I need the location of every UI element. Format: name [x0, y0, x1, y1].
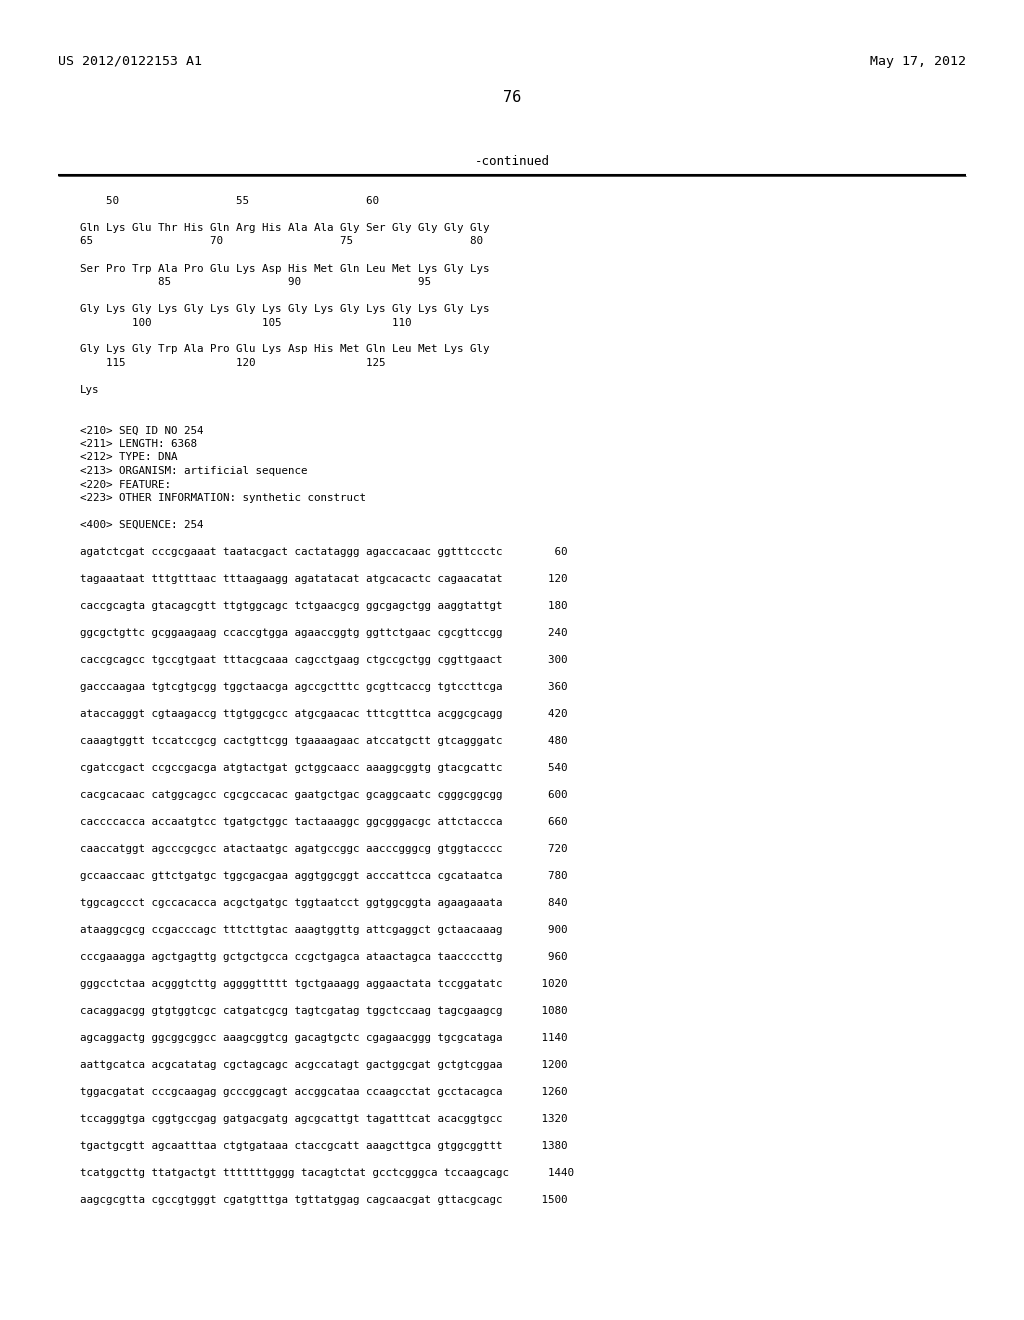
Text: 50                  55                  60: 50 55 60	[80, 195, 379, 206]
Text: 65                  70                  75                  80: 65 70 75 80	[80, 236, 483, 247]
Text: May 17, 2012: May 17, 2012	[870, 55, 966, 69]
Text: <212> TYPE: DNA: <212> TYPE: DNA	[80, 453, 177, 462]
Text: tagaaataat tttgtttaac tttaagaagg agatatacat atgcacactc cagaacatat       120: tagaaataat tttgtttaac tttaagaagg agatata…	[80, 574, 567, 583]
Text: gacccaagaa tgtcgtgcgg tggctaacga agccgctttc gcgttcaccg tgtccttcga       360: gacccaagaa tgtcgtgcgg tggctaacga agccgct…	[80, 682, 567, 692]
Text: <220> FEATURE:: <220> FEATURE:	[80, 479, 171, 490]
Text: cccgaaagga agctgagttg gctgctgcca ccgctgagca ataactagca taaccccttg       960: cccgaaagga agctgagttg gctgctgcca ccgctga…	[80, 952, 567, 962]
Text: ggcgctgttc gcggaagaag ccaccgtgga agaaccggtg ggttctgaac cgcgttccgg       240: ggcgctgttc gcggaagaag ccaccgtgga agaaccg…	[80, 628, 567, 638]
Text: agcaggactg ggcggcggcc aaagcggtcg gacagtgctc cgagaacggg tgcgcataga      1140: agcaggactg ggcggcggcc aaagcggtcg gacagtg…	[80, 1034, 567, 1043]
Text: caccccacca accaatgtcc tgatgctggc tactaaaggc ggcgggacgc attctaccca       660: caccccacca accaatgtcc tgatgctggc tactaaa…	[80, 817, 567, 828]
Text: agatctcgat cccgcgaaat taatacgact cactataggg agaccacaac ggtttccctc        60: agatctcgat cccgcgaaat taatacgact cactata…	[80, 546, 567, 557]
Text: caccgcagta gtacagcgtt ttgtggcagc tctgaacgcg ggcgagctgg aaggtattgt       180: caccgcagta gtacagcgtt ttgtggcagc tctgaac…	[80, 601, 567, 611]
Text: tggcagccct cgccacacca acgctgatgc tggtaatcct ggtggcggta agaagaaata       840: tggcagccct cgccacacca acgctgatgc tggtaat…	[80, 898, 567, 908]
Text: Lys: Lys	[80, 385, 99, 395]
Text: tgactgcgtt agcaatttaa ctgtgataaa ctaccgcatt aaagcttgca gtggcggttt      1380: tgactgcgtt agcaatttaa ctgtgataaa ctaccgc…	[80, 1140, 567, 1151]
Text: tggacgatat cccgcaagag gcccggcagt accggcataa ccaagcctat gcctacagca      1260: tggacgatat cccgcaagag gcccggcagt accggca…	[80, 1086, 567, 1097]
Text: ataaggcgcg ccgacccagc tttcttgtac aaagtggttg attcgaggct gctaacaaag       900: ataaggcgcg ccgacccagc tttcttgtac aaagtgg…	[80, 925, 567, 935]
Text: <223> OTHER INFORMATION: synthetic construct: <223> OTHER INFORMATION: synthetic const…	[80, 492, 366, 503]
Text: caaccatggt agcccgcgcc atactaatgc agatgccggc aacccgggcg gtggtacccc       720: caaccatggt agcccgcgcc atactaatgc agatgcc…	[80, 843, 567, 854]
Text: caccgcagcc tgccgtgaat tttacgcaaa cagcctgaag ctgccgctgg cggttgaact       300: caccgcagcc tgccgtgaat tttacgcaaa cagcctg…	[80, 655, 567, 665]
Text: Gly Lys Gly Trp Ala Pro Glu Lys Asp His Met Gln Leu Met Lys Gly: Gly Lys Gly Trp Ala Pro Glu Lys Asp His …	[80, 345, 489, 355]
Text: aattgcatca acgcatatag cgctagcagc acgccatagt gactggcgat gctgtcggaa      1200: aattgcatca acgcatatag cgctagcagc acgccat…	[80, 1060, 567, 1071]
Text: 85                  90                  95: 85 90 95	[80, 277, 431, 286]
Text: <213> ORGANISM: artificial sequence: <213> ORGANISM: artificial sequence	[80, 466, 307, 477]
Text: 76: 76	[503, 90, 521, 106]
Text: Gly Lys Gly Lys Gly Lys Gly Lys Gly Lys Gly Lys Gly Lys Gly Lys: Gly Lys Gly Lys Gly Lys Gly Lys Gly Lys …	[80, 304, 489, 314]
Text: cacgcacaac catggcagcc cgcgccacac gaatgctgac gcaggcaatc cgggcggcgg       600: cacgcacaac catggcagcc cgcgccacac gaatgct…	[80, 789, 567, 800]
Text: 100                 105                 110: 100 105 110	[80, 318, 412, 327]
Text: 115                 120                 125: 115 120 125	[80, 358, 385, 368]
Text: tccagggtga cggtgccgag gatgacgatg agcgcattgt tagatttcat acacggtgcc      1320: tccagggtga cggtgccgag gatgacgatg agcgcat…	[80, 1114, 567, 1125]
Text: <400> SEQUENCE: 254: <400> SEQUENCE: 254	[80, 520, 204, 531]
Text: gggcctctaa acgggtcttg aggggttttt tgctgaaagg aggaactata tccggatatc      1020: gggcctctaa acgggtcttg aggggttttt tgctgaa…	[80, 979, 567, 989]
Text: caaagtggtt tccatccgcg cactgttcgg tgaaaagaac atccatgctt gtcagggatc       480: caaagtggtt tccatccgcg cactgttcgg tgaaaag…	[80, 737, 567, 746]
Text: -continued: -continued	[474, 154, 550, 168]
Text: cgatccgact ccgccgacga atgtactgat gctggcaacc aaaggcggtg gtacgcattc       540: cgatccgact ccgccgacga atgtactgat gctggca…	[80, 763, 567, 774]
Text: tcatggcttg ttatgactgt tttttttgggg tacagtctat gcctcgggca tccaagcagc      1440: tcatggcttg ttatgactgt tttttttgggg tacagt…	[80, 1168, 574, 1177]
Text: Ser Pro Trp Ala Pro Glu Lys Asp His Met Gln Leu Met Lys Gly Lys: Ser Pro Trp Ala Pro Glu Lys Asp His Met …	[80, 264, 489, 273]
Text: cacaggacgg gtgtggtcgc catgatcgcg tagtcgatag tggctccaag tagcgaagcg      1080: cacaggacgg gtgtggtcgc catgatcgcg tagtcga…	[80, 1006, 567, 1016]
Text: ataccagggt cgtaagaccg ttgtggcgcc atgcgaacac tttcgtttca acggcgcagg       420: ataccagggt cgtaagaccg ttgtggcgcc atgcgaa…	[80, 709, 567, 719]
Text: <210> SEQ ID NO 254: <210> SEQ ID NO 254	[80, 425, 204, 436]
Text: Gln Lys Glu Thr His Gln Arg His Ala Ala Gly Ser Gly Gly Gly Gly: Gln Lys Glu Thr His Gln Arg His Ala Ala …	[80, 223, 489, 234]
Text: aagcgcgtta cgccgtgggt cgatgtttga tgttatggag cagcaacgat gttacgcagc      1500: aagcgcgtta cgccgtgggt cgatgtttga tgttatg…	[80, 1195, 567, 1205]
Text: US 2012/0122153 A1: US 2012/0122153 A1	[58, 55, 202, 69]
Text: <211> LENGTH: 6368: <211> LENGTH: 6368	[80, 440, 197, 449]
Text: gccaaccaac gttctgatgc tggcgacgaa aggtggcggt acccattcca cgcataatca       780: gccaaccaac gttctgatgc tggcgacgaa aggtggc…	[80, 871, 567, 880]
